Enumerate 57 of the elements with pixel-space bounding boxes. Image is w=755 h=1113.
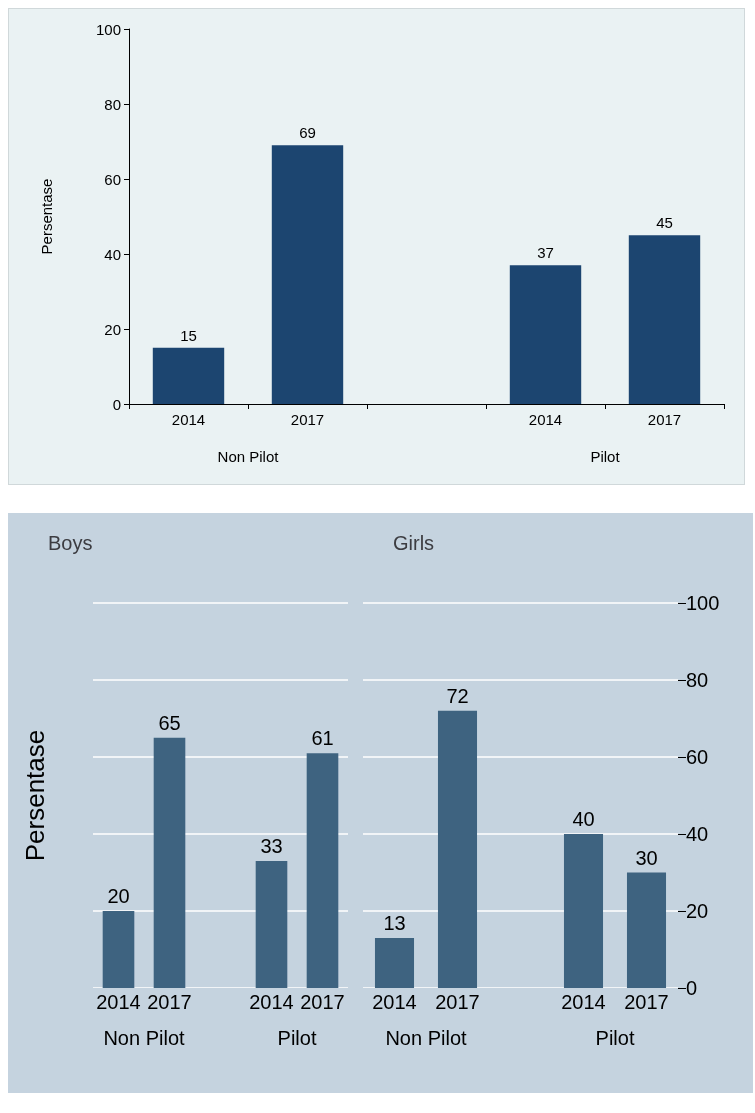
chart-title: Girls	[393, 532, 435, 554]
y-tick-label: 80	[104, 95, 121, 113]
y-tick-label: 60	[104, 170, 121, 188]
data-label: 72	[446, 684, 469, 707]
x-tick-label: 2014	[96, 991, 141, 1013]
y-tick-label: 60	[686, 746, 709, 768]
y-axis-title: Persentase	[38, 178, 55, 255]
data-label: 45	[656, 214, 673, 232]
data-label: 40	[572, 808, 595, 830]
y-tick-label: 40	[104, 245, 121, 263]
bar	[628, 235, 701, 404]
data-label: 13	[383, 911, 406, 934]
text: Pilot	[590, 448, 621, 465]
x-tick-label: 2014	[528, 411, 563, 428]
x-tick-label: 2014	[561, 991, 606, 1013]
text: Non Pilot	[103, 1027, 186, 1049]
x-tick-label: 2017	[147, 991, 192, 1013]
y-tick-label: 0	[112, 395, 121, 413]
y-tick-label: 100	[95, 20, 121, 38]
bar	[626, 872, 667, 988]
y-tick-label: 80	[686, 669, 709, 691]
data-label: 65	[158, 711, 181, 734]
y-tick-label: 20	[686, 900, 709, 922]
x-tick-label: 2017	[624, 991, 669, 1013]
y-axis-title: Persentase	[20, 729, 50, 862]
bar	[255, 860, 288, 988]
y-tick-label: 0	[686, 977, 698, 999]
text: Non Pilot	[385, 1027, 468, 1049]
bar	[152, 347, 225, 404]
x-tick-label: 2017	[647, 411, 682, 428]
bar	[374, 937, 415, 988]
bar	[153, 737, 186, 988]
y-tick-label: 40	[686, 823, 709, 845]
bar	[306, 753, 339, 988]
bar	[509, 265, 582, 404]
text: Pilot	[595, 1027, 635, 1049]
y-tick-label: 20	[104, 320, 121, 338]
text: Non Pilot	[217, 448, 280, 465]
x-tick-label: 2017	[300, 991, 345, 1013]
x-tick-label: 2014	[171, 411, 206, 428]
data-label: 33	[260, 834, 283, 857]
bar	[563, 834, 604, 988]
data-label: 15	[180, 326, 197, 344]
bar	[271, 145, 344, 404]
chart-title: Boys	[48, 532, 93, 554]
x-tick-label: 2014	[372, 991, 417, 1013]
bar	[102, 911, 135, 988]
data-label: 37	[537, 244, 554, 262]
x-tick-label: 2017	[435, 991, 480, 1013]
x-tick-label: 2014	[249, 991, 294, 1013]
text: Pilot	[277, 1027, 317, 1049]
data-label: 61	[311, 727, 334, 750]
data-label: 69	[299, 124, 316, 142]
x-tick-label: 2017	[290, 411, 325, 428]
bar	[437, 710, 478, 988]
data-label: 30	[635, 846, 658, 869]
y-tick-label: 100	[686, 592, 720, 614]
